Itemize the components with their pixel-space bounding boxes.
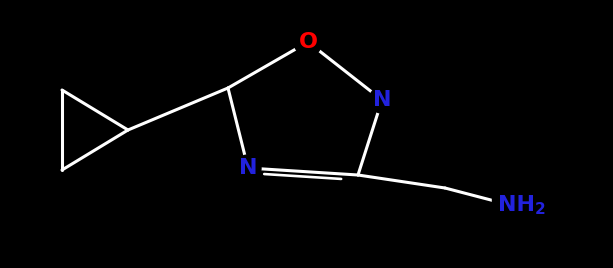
Text: N: N: [238, 158, 257, 178]
Text: 2: 2: [535, 203, 546, 218]
Text: NH: NH: [498, 195, 535, 215]
Text: O: O: [299, 32, 318, 52]
Circle shape: [369, 87, 395, 113]
Text: N: N: [373, 90, 391, 110]
Circle shape: [235, 155, 261, 181]
Circle shape: [294, 28, 322, 56]
Bar: [492, 191, 548, 219]
